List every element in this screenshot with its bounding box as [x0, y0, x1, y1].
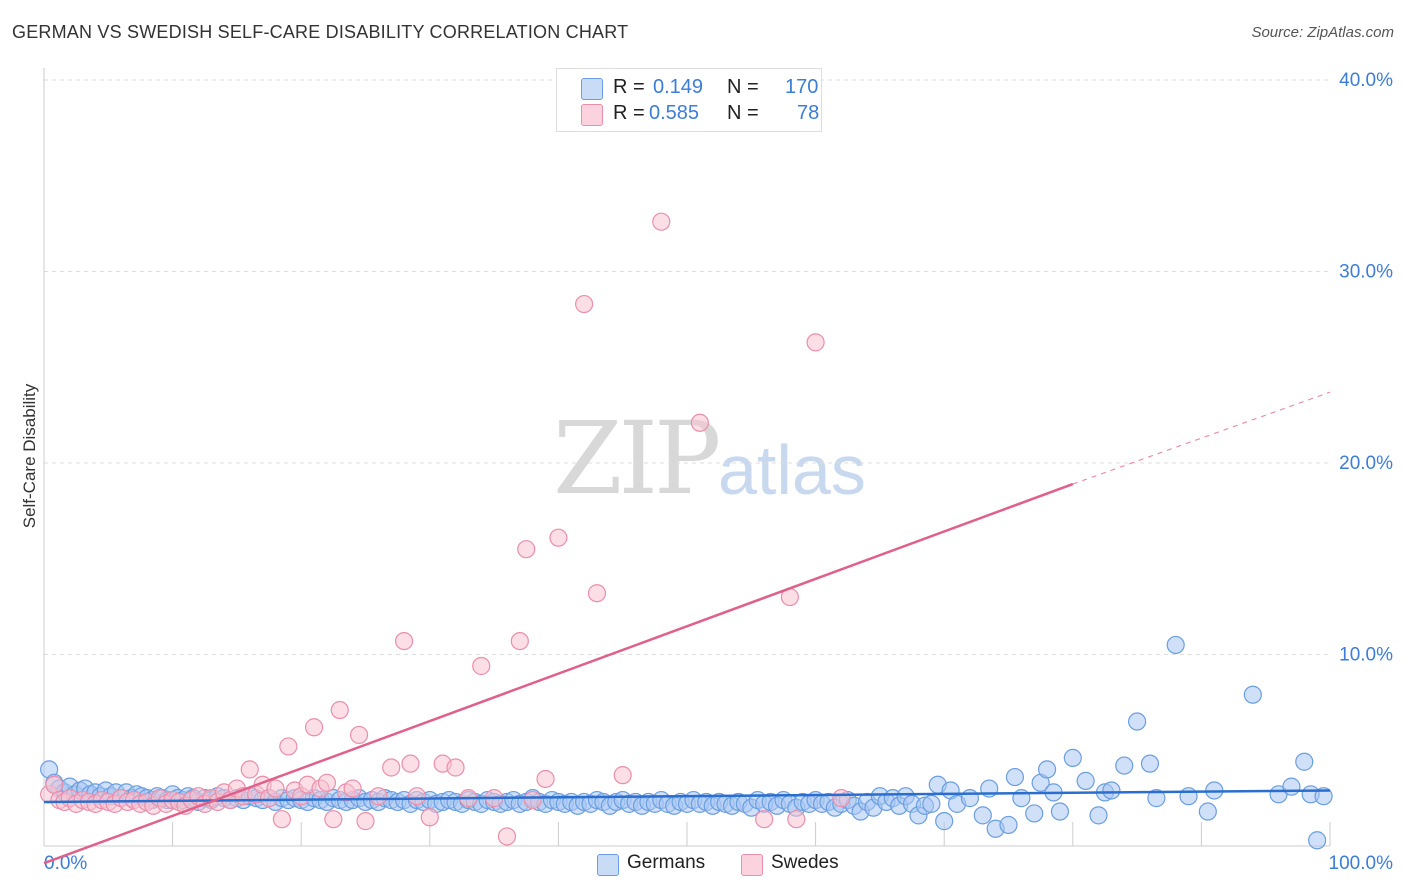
swede-point: [536, 769, 555, 789]
y-tick-label: 20.0%: [1339, 453, 1393, 474]
swede-point: [446, 758, 465, 777]
german-point: [935, 812, 954, 831]
swede-point: [401, 754, 420, 773]
swede-point: [382, 758, 401, 777]
german-point: [1295, 752, 1314, 771]
swede-point: [755, 810, 774, 829]
swede-point: [510, 631, 529, 651]
swede-point: [349, 725, 369, 745]
swede-point: [240, 760, 259, 779]
swede-point: [523, 790, 542, 810]
swede-point: [45, 775, 64, 794]
swedes-swatch: [741, 854, 763, 876]
swede-point: [324, 810, 343, 829]
r-label: R =: [613, 76, 645, 98]
swede-point: [317, 773, 337, 792]
germans-swatch: [581, 78, 603, 100]
german-point: [1314, 787, 1333, 806]
swede-point: [343, 779, 362, 798]
swede-point: [613, 766, 632, 785]
swede-point: [407, 787, 427, 806]
n-value: 78: [797, 102, 820, 124]
swede-point: [356, 812, 375, 831]
swede-point: [472, 656, 491, 676]
r-label: R =: [613, 102, 645, 124]
swede-point: [575, 294, 594, 314]
y-tick-label: 10.0%: [1339, 645, 1393, 666]
german-point: [1308, 831, 1327, 850]
german-point: [1115, 756, 1134, 775]
german-point: [1282, 777, 1301, 796]
swedes-swatch: [581, 104, 603, 126]
german-point: [1089, 806, 1108, 825]
swede-point: [832, 789, 851, 808]
swede-point: [517, 540, 536, 559]
x-tick-label: 100.0%: [1329, 853, 1394, 874]
german-point: [1050, 802, 1070, 821]
german-point: [999, 815, 1018, 835]
german-point: [1102, 781, 1121, 800]
swede-point: [587, 584, 607, 603]
german-point: [1243, 685, 1262, 704]
germans-label: Germans: [627, 852, 706, 873]
german-point: [1198, 802, 1217, 821]
swedes-trendline-extension: [1072, 391, 1331, 485]
germans-swatch: [597, 854, 619, 876]
swede-point: [420, 808, 439, 827]
swede-point: [497, 827, 517, 846]
r-value: 0.585: [649, 102, 700, 124]
german-point: [973, 806, 992, 825]
r-value: 0.149: [653, 76, 704, 98]
german-point: [922, 794, 941, 813]
german-point: [1076, 771, 1095, 790]
swede-point: [549, 528, 568, 547]
german-point: [1179, 787, 1198, 806]
swede-point: [272, 810, 292, 829]
german-point: [1025, 804, 1044, 823]
german-point: [1140, 754, 1160, 773]
swede-point: [806, 333, 825, 352]
chart-title: GERMAN VS SWEDISH SELF-CARE DISABILITY C…: [12, 22, 629, 42]
german-point: [1166, 635, 1185, 655]
german-point: [1005, 767, 1025, 787]
n-label: N =: [727, 76, 759, 98]
german-point: [1127, 712, 1147, 731]
n-value: 170: [785, 76, 819, 98]
swede-point: [330, 700, 349, 720]
german-point: [1037, 760, 1057, 779]
swedes-trendline: [43, 482, 1074, 865]
german-point: [1063, 748, 1082, 768]
swede-point: [279, 737, 298, 756]
germans-trendline: [43, 789, 1331, 804]
swede-point: [394, 631, 414, 651]
swede-point: [304, 718, 324, 737]
y-axis-label: Self-Care Disability: [20, 383, 39, 529]
german-point: [960, 789, 980, 808]
watermark-atlas: atlas: [718, 431, 866, 509]
swede-point: [369, 787, 388, 806]
source-credit: Source: ZipAtlas.com: [1251, 24, 1394, 41]
correlation-legend: R = 0.149 N = 170 R = 0.585 N = 78: [556, 68, 822, 132]
swede-point: [266, 779, 285, 798]
y-tick-label: 40.0%: [1339, 70, 1393, 91]
y-tick-label: 30.0%: [1339, 262, 1393, 283]
n-label: N =: [727, 102, 759, 124]
swedes-label: Swedes: [771, 852, 839, 873]
swede-point: [690, 413, 709, 432]
swede-point: [787, 810, 806, 829]
german-point: [1147, 789, 1166, 808]
swede-point: [652, 212, 671, 231]
